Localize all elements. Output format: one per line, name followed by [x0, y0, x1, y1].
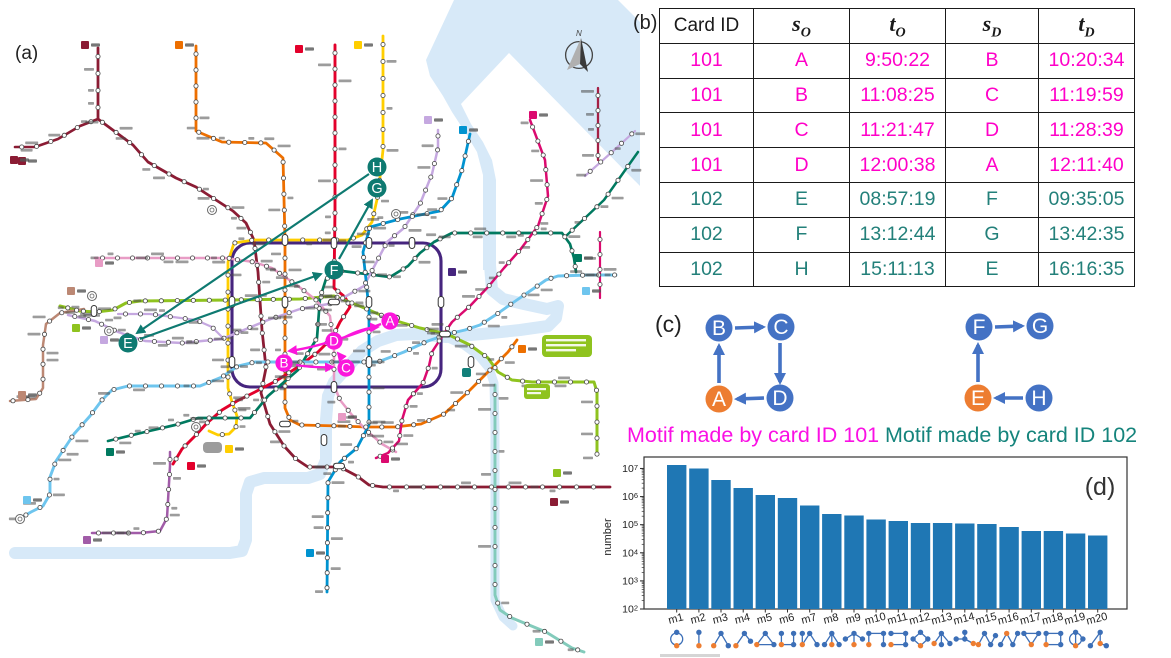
svg-text:D: D: [329, 334, 339, 349]
svg-text:(a): (a): [15, 43, 38, 64]
svg-text:105: 105: [622, 519, 638, 531]
svg-text:G: G: [371, 181, 382, 197]
svg-text:m4: m4: [734, 611, 752, 626]
svg-text:m17: m17: [1019, 611, 1043, 628]
svg-text:F: F: [330, 263, 339, 279]
svg-text:(d): (d): [1085, 473, 1116, 501]
svg-text:(c): (c): [655, 311, 682, 337]
svg-text:103: 103: [622, 575, 638, 587]
svg-text:C: C: [341, 361, 351, 376]
svg-text:m8: m8: [822, 611, 840, 626]
svg-text:m3: m3: [711, 611, 729, 626]
svg-text:A: A: [712, 388, 726, 411]
svg-text:N: N: [576, 29, 582, 38]
svg-text:m7: m7: [800, 611, 818, 626]
svg-text:A: A: [385, 314, 394, 329]
svg-text:m19: m19: [1063, 611, 1087, 628]
svg-text:E: E: [123, 336, 133, 352]
svg-text:102: 102: [622, 603, 638, 615]
svg-text:m10: m10: [864, 611, 888, 628]
svg-text:m11: m11: [886, 611, 909, 628]
svg-text:m18: m18: [1041, 611, 1065, 628]
svg-text:B: B: [712, 317, 726, 340]
svg-text:D: D: [772, 387, 787, 410]
svg-text:C: C: [773, 316, 788, 339]
svg-text:m2: m2: [689, 611, 707, 626]
svg-text:H: H: [372, 160, 382, 176]
svg-text:G: G: [1032, 315, 1048, 338]
svg-text:number: number: [602, 518, 614, 556]
svg-text:E: E: [971, 387, 985, 410]
svg-text:m6: m6: [778, 611, 796, 626]
svg-text:m9: m9: [844, 611, 862, 626]
svg-text:Motif made by card ID 101: Motif made by card ID 101: [627, 423, 879, 447]
svg-text:106: 106: [622, 491, 638, 503]
svg-text:107: 107: [622, 463, 638, 475]
svg-text:m12: m12: [908, 611, 932, 628]
svg-text:104: 104: [622, 547, 638, 559]
svg-text:H: H: [1031, 387, 1046, 410]
svg-text:m5: m5: [756, 611, 774, 626]
svg-text:m15: m15: [974, 611, 998, 628]
svg-text:Motif made by card ID 102: Motif made by card ID 102: [885, 423, 1137, 447]
svg-text:B: B: [279, 356, 288, 371]
svg-text:m16: m16: [997, 611, 1021, 628]
svg-text:m13: m13: [930, 611, 954, 628]
svg-text:F: F: [973, 316, 986, 339]
svg-text:m14: m14: [952, 611, 976, 628]
svg-text:m1: m1: [667, 611, 685, 626]
svg-text:m20: m20: [1085, 611, 1109, 628]
